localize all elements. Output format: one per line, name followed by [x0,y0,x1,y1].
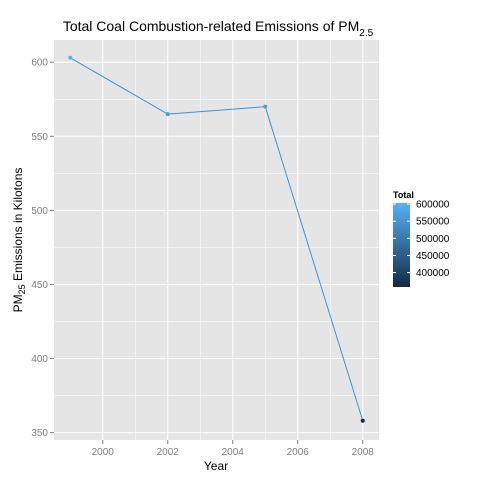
x-axis-ticks: 2000 2002 2004 2006 2008 [92,440,375,458]
chart-title: Total Coal Combustion-related Emissions … [63,18,374,39]
y-tick-label: 350 [31,428,48,439]
x-tick-label: 2008 [352,447,375,458]
y-tick-label: 550 [31,132,48,143]
legend-tick-label: 450000 [416,251,450,262]
y-tick-label: 500 [31,206,48,217]
legend-ticks: 600000 550000 500000 450000 400000 [393,200,450,279]
x-tick-label: 2002 [157,447,180,458]
legend-tick-label: 400000 [416,268,450,279]
data-point [165,112,170,117]
series-line-segment [69,57,169,115]
data-series [68,55,365,423]
data-point [360,418,365,423]
chart-title-subscript: 2.5 [359,28,373,39]
y-tick-label: 450 [31,280,48,291]
y-tick-label: 600 [31,58,48,69]
legend-tick-label: 500000 [416,234,450,245]
x-tick-label: 2000 [92,447,115,458]
plot-panel [54,40,379,440]
y-axis-label: PM25 Emissions in Kilotons [11,168,27,313]
data-point [68,55,73,60]
y-axis-label-suffix: Emissions in Kilotons [11,168,25,285]
y-axis-ticks: 350 400 450 500 550 600 [31,58,54,439]
legend-title: Total [393,190,414,200]
legend-colorbar [393,203,410,287]
legend-tick-label: 550000 [416,217,450,228]
legend: Total 600000 550000 500000 450000 400000 [393,190,450,287]
x-axis-label: Year [204,459,228,473]
series-line-segment [264,106,364,421]
legend-tick-label: 600000 [416,200,450,211]
y-tick-label: 400 [31,354,48,365]
series-line-segment [167,106,266,115]
data-point [263,104,268,109]
x-tick-label: 2004 [222,447,245,458]
x-tick-label: 2006 [287,447,310,458]
y-axis-label-subscript: 25 [17,284,27,294]
